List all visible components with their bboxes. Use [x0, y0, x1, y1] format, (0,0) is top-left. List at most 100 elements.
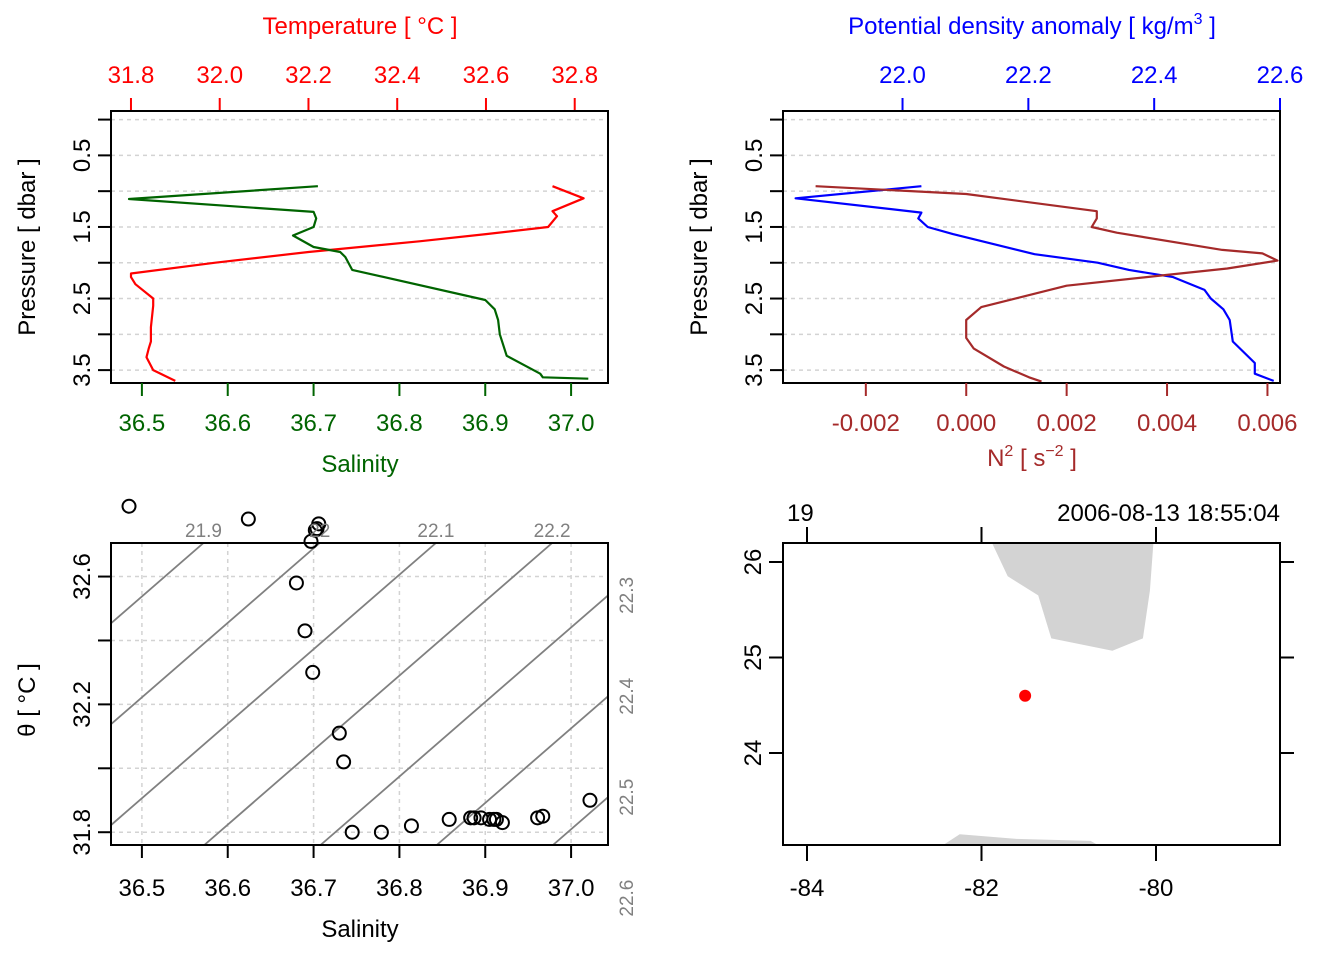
longitude-tick-label: -82 [964, 875, 999, 902]
top-tick-label: 32.2 [285, 62, 332, 89]
isopycnal-label: 22.2 [534, 521, 571, 542]
ts-point [344, 824, 360, 840]
station-marker [1019, 689, 1032, 702]
bottom-tick-label: 0.000 [936, 410, 996, 437]
salinity-axis: 36.5 36.6 36.7 36.8 36.9 37.0 [119, 845, 594, 902]
bottom-tick-label: 36.9 [462, 410, 509, 437]
top-tick-label: 32.4 [374, 62, 421, 89]
ts-point [303, 533, 319, 549]
isopycnal-line [111, 543, 205, 625]
profile-lines [127, 185, 589, 382]
isopycnals [111, 543, 1017, 845]
pressure-tick-label: 1.5 [69, 210, 96, 243]
isopycnal-line [669, 543, 1017, 845]
ts-point [466, 810, 482, 826]
top-tick-label: 32.6 [463, 62, 510, 89]
salinity-tick-label: 36.6 [204, 875, 251, 902]
pressure-tick-label: 2.5 [741, 282, 768, 315]
ts-point [441, 811, 457, 827]
gridlines [783, 118, 1280, 371]
top-tick-label: 22.2 [1005, 62, 1052, 89]
isopycnal-label: 22 [309, 521, 330, 542]
pressure-tick-label: 2.5 [69, 282, 96, 315]
n2-axis: -0.002 0.000 0.002 0.004 0.006 [832, 383, 1297, 437]
bottom-tick-label: 0.002 [1037, 410, 1097, 437]
ts-point [336, 754, 352, 770]
bottom-tick-label: 36.5 [119, 410, 166, 437]
plot-frame [110, 542, 609, 846]
bottom-tick-label: 36.7 [290, 410, 337, 437]
isopycnal-line [552, 796, 608, 845]
isopycnal-labels: 21.9 22 22.1 22.2 22.3 22.4 22.5 22.6 [185, 521, 638, 917]
isopycnal-label: 22.4 [617, 677, 638, 714]
theta-tick-label: 32.2 [69, 681, 96, 728]
panel-density-n2-profile: Potential density anomaly [ kg/m3 ] 22.0… [686, 11, 1303, 472]
temperature-axis-title: Temperature [ °C ] [263, 13, 458, 40]
map-axes: -84 -82 -80 24 25 26 [740, 527, 1294, 902]
theta-tick-label: 32.6 [69, 553, 96, 600]
florida-land [992, 543, 1154, 651]
isopycnal-line [319, 594, 608, 845]
salinity-axis-title: Salinity [321, 916, 398, 943]
bottom-tick-label: 36.6 [204, 410, 251, 437]
ts-point [121, 498, 137, 514]
latitude-tick-label: 26 [740, 549, 767, 576]
plot-frame [110, 110, 609, 384]
top-tick-label: 22.0 [879, 62, 926, 89]
pressure-tick-label: 1.5 [741, 210, 768, 243]
station-time-label: 2006-08-13 18:55:04 [1057, 500, 1280, 527]
cuba-land [943, 834, 1098, 845]
gridlines [111, 118, 608, 371]
pressure-axis: 0.5 1.5 2.5 3.5 [69, 118, 111, 387]
pressure-axis: 0.5 1.5 2.5 3.5 [741, 118, 783, 387]
ts-point [403, 818, 419, 834]
n2-line [815, 185, 1279, 383]
top-tick-label: 32.8 [551, 62, 598, 89]
bottom-tick-label: 0.004 [1137, 410, 1197, 437]
isopycnal-label: 22.6 [617, 880, 638, 917]
panel-location-map: -84 -82 -80 24 25 26 19 2006-08-13 18:55:04 [740, 500, 1294, 902]
isopycnal-label: 22.3 [617, 577, 638, 614]
panel-temperature-salinity-profile: Temperature [ °C ] 31.8 32.0 32.2 32.4 32.6 3… [14, 13, 609, 478]
ts-point [373, 824, 389, 840]
salinity-axis-title: Salinity [321, 451, 398, 478]
bottom-tick-label: 0.006 [1237, 410, 1297, 437]
salinity-tick-label: 36.9 [462, 875, 509, 902]
coastline-land [943, 543, 1154, 845]
bottom-tick-label: 36.8 [376, 410, 423, 437]
top-tick-label: 22.6 [1257, 62, 1304, 89]
profile-lines [794, 185, 1279, 383]
ts-points [121, 498, 598, 840]
isopycnal-line [203, 543, 553, 845]
ts-point [582, 792, 598, 808]
station-number-label: 19 [787, 500, 814, 527]
pressure-axis-title: Pressure [ dbar ] [14, 158, 41, 335]
salinity-tick-label: 36.7 [290, 875, 337, 902]
density-axis: 22.0 22.2 22.4 22.6 [879, 62, 1303, 111]
isopycnal-label: 22.5 [617, 779, 638, 816]
theta-tick-label: 31.8 [69, 809, 96, 856]
isopycnal-line [436, 695, 608, 845]
isopycnal-label: 21.9 [185, 521, 222, 542]
ts-point [494, 815, 510, 831]
map-frame [782, 542, 1281, 846]
bottom-tick-label: 37.0 [548, 410, 595, 437]
top-tick-label: 32.0 [196, 62, 243, 89]
pressure-tick-label: 0.5 [741, 139, 768, 172]
isopycnal-label: 22.1 [417, 521, 454, 542]
isopycnal-line [111, 543, 437, 827]
pressure-tick-label: 3.5 [69, 353, 96, 386]
top-tick-label: 31.8 [108, 62, 155, 89]
salinity-tick-label: 36.8 [376, 875, 423, 902]
isopycnal-line [111, 543, 321, 726]
station-dot [1019, 689, 1032, 702]
latitude-tick-label: 25 [740, 644, 767, 671]
longitude-tick-label: -80 [1139, 875, 1174, 902]
density-axis-title: Potential density anomaly [ kg/m3 ] [848, 11, 1216, 40]
ts-point [331, 725, 347, 741]
temperature-line [129, 185, 585, 382]
temperature-axis: 31.8 32.0 32.2 32.4 32.6 32.8 [108, 62, 598, 111]
pressure-axis-title: Pressure [ dbar ] [686, 158, 713, 335]
salinity-tick-label: 36.5 [119, 875, 166, 902]
